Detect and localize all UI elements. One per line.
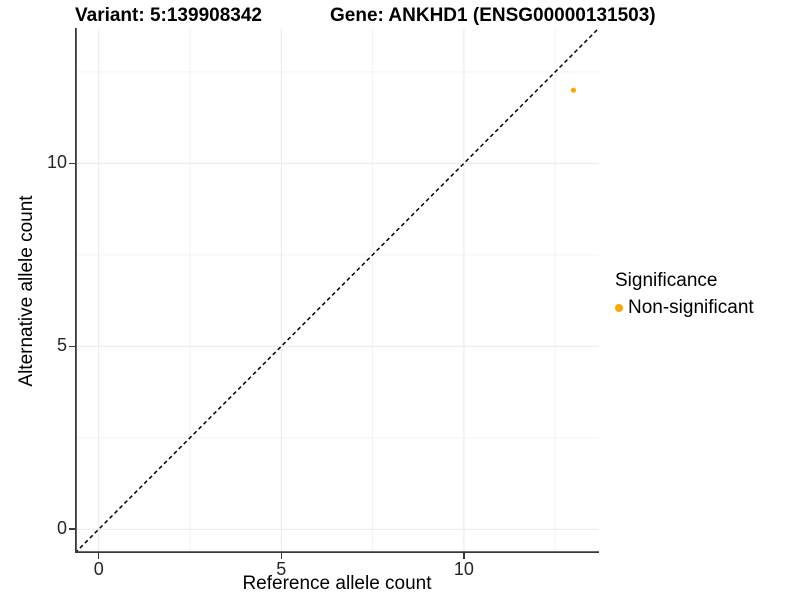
- gene-title: Gene: ANKHD1 (ENSG00000131503): [330, 5, 656, 26]
- y-axis-title: Alternative allele count: [16, 195, 37, 387]
- x-tick-label: 5: [276, 559, 287, 579]
- plot-panel: [75, 28, 599, 553]
- x-tick-mark: [97, 553, 100, 559]
- x-tick-mark: [463, 553, 465, 559]
- plot-canvas: [75, 28, 599, 553]
- x-tick-label: 10: [453, 559, 474, 579]
- legend-title: Significance: [615, 270, 718, 291]
- y-tick-mark: [69, 162, 75, 165]
- x-tick-mark: [280, 553, 283, 559]
- data-point: [570, 87, 577, 93]
- x-tick-label: 0: [93, 559, 104, 579]
- variant-title: Variant: 5:139908342: [75, 5, 262, 26]
- identity-line: [75, 28, 599, 553]
- legend: Significance Non-significant: [615, 270, 754, 319]
- y-tick-mark: [69, 528, 75, 530]
- y-tick-label: 10: [46, 152, 67, 173]
- legend-item-label: Non-significant: [628, 297, 754, 318]
- legend-items: Non-significant: [615, 297, 754, 319]
- legend-key-dot-icon: [615, 304, 623, 312]
- y-tick-mark: [69, 345, 75, 348]
- y-tick-label: 5: [56, 335, 67, 356]
- legend-item: Non-significant: [615, 297, 754, 319]
- x-axis-title: Reference allele count: [242, 573, 432, 594]
- y-tick-label: 0: [56, 518, 67, 539]
